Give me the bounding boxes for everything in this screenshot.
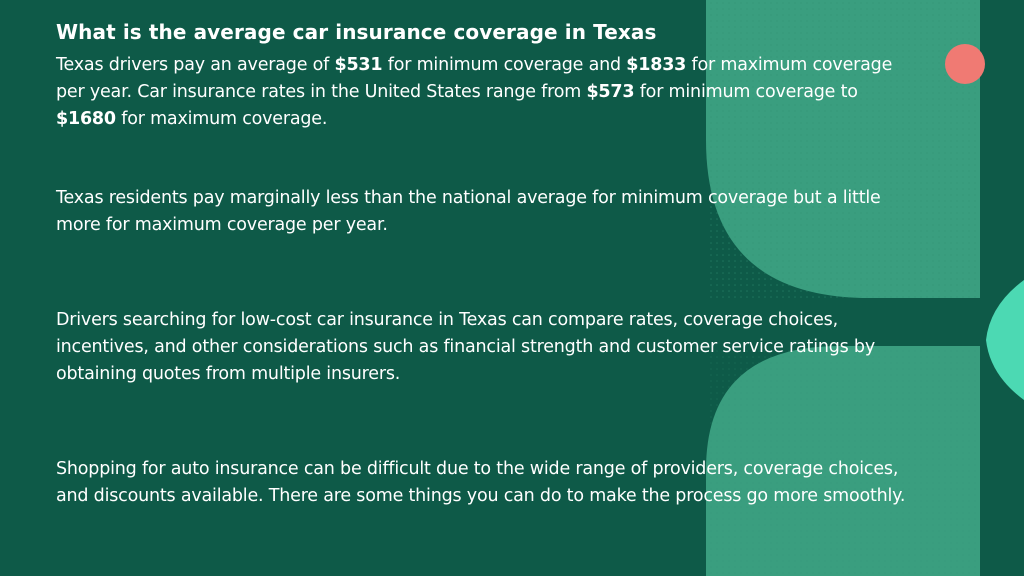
paragraph-2: Texas residents pay marginally less than… — [56, 188, 881, 235]
paragraph-4: Shopping for auto insurance can be diffi… — [56, 459, 906, 506]
decorative-dot — [945, 44, 985, 84]
paragraph-1-text: for minimum coverage and — [382, 55, 627, 75]
slide-title: What is the average car insurance covera… — [56, 20, 657, 44]
max-coverage-us: $1680 — [56, 109, 116, 129]
slide-content: What is the average car insurance covera… — [56, 20, 906, 510]
paragraph-1-text: for minimum coverage to — [634, 82, 858, 102]
paragraph-3: Drivers searching for low-cost car insur… — [56, 310, 876, 384]
paragraph-1-text: for maximum coverage per year. Car insur… — [56, 55, 893, 102]
decorative-shape-right — [986, 280, 1024, 400]
max-coverage-texas: $1833 — [626, 55, 687, 75]
min-coverage-texas: $531 — [334, 55, 383, 75]
paragraph-1-text: for maximum coverage. — [115, 109, 328, 129]
min-coverage-us: $573 — [586, 82, 635, 102]
paragraph-1: Texas drivers pay an average of $531 for… — [56, 52, 906, 133]
paragraph-1-text: Texas drivers pay an average of — [56, 55, 335, 75]
